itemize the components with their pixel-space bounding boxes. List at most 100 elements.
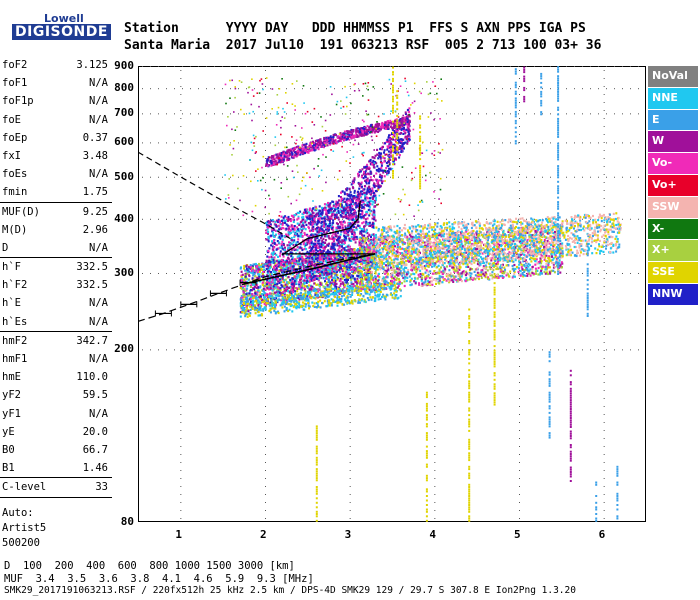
echo-point: [312, 289, 315, 292]
echo-point: [292, 288, 295, 291]
echo-point: [552, 257, 555, 260]
echo-point: [314, 240, 317, 243]
echo-point: [286, 285, 289, 288]
grid-dot: [180, 78, 182, 79]
grid-dot: [434, 78, 436, 79]
grid-dot: [638, 66, 639, 67]
echo-point: [474, 274, 477, 277]
echo-point: [265, 294, 267, 297]
grid-dot: [438, 113, 439, 115]
echo-point: [273, 235, 276, 238]
grid-dot: [180, 270, 182, 271]
grid-dot: [390, 113, 391, 115]
echo-point: [246, 306, 248, 309]
grid-dot: [566, 88, 567, 90]
grid-dot: [519, 326, 520, 327]
echo-point: [274, 229, 277, 232]
grid-dot: [230, 176, 231, 178]
echo-point: [297, 287, 300, 290]
echo-point: [558, 253, 561, 256]
echo-point: [327, 272, 330, 275]
grid-dot: [398, 66, 399, 67]
echo-point: [288, 299, 291, 303]
echo-point: [311, 279, 314, 282]
grid-dot: [422, 349, 423, 351]
grid-dot: [519, 134, 520, 135]
grid-dot: [246, 66, 247, 67]
grid-dot: [254, 66, 255, 67]
grid-dot: [158, 66, 159, 67]
echo-point: [298, 254, 301, 257]
echo-point: [281, 238, 284, 241]
echo-point: [326, 254, 329, 257]
grid-dot: [519, 358, 520, 359]
echo-point: [260, 265, 263, 268]
echo-point: [332, 279, 335, 282]
grid-dot: [265, 182, 266, 183]
echo-point: [251, 295, 254, 298]
echo-point: [436, 277, 439, 280]
echo-point: [253, 283, 256, 286]
echo-point: [272, 239, 275, 242]
echo-point: [438, 279, 441, 282]
echo-point: [279, 289, 282, 292]
echo-point: [279, 222, 282, 226]
echo-point: [281, 226, 284, 229]
echo-point: [370, 238, 372, 241]
echo-point: [313, 250, 316, 253]
grid-dot: [638, 88, 639, 90]
echo-point: [267, 293, 270, 296]
echo-point: [271, 240, 273, 243]
grid-dot: [502, 66, 503, 67]
echo-point: [373, 245, 376, 248]
grid-dot: [438, 218, 439, 220]
echo-point: [306, 279, 309, 282]
grid-dot: [238, 349, 239, 351]
echo-point: [312, 273, 315, 276]
echo-point: [368, 256, 371, 259]
echo-point: [371, 217, 374, 220]
grid-dot: [265, 94, 266, 95]
grid-dot: [158, 176, 159, 178]
echo-point: [352, 261, 355, 264]
echo-point: [279, 266, 282, 269]
echo-point: [338, 266, 341, 269]
echo-point: [268, 280, 270, 283]
echo-point: [330, 283, 333, 286]
echo-point: [241, 273, 244, 276]
echo-point: [355, 257, 358, 260]
echo-point: [257, 270, 260, 273]
echo-point: [290, 255, 293, 258]
grid-dot: [603, 366, 605, 367]
echo-point: [343, 241, 346, 245]
echo-point: [266, 228, 269, 231]
echo-point: [252, 278, 255, 281]
echo-point: [276, 300, 279, 304]
echo-point: [263, 265, 265, 268]
echo-point: [362, 221, 365, 224]
grid-dot: [246, 142, 247, 144]
echo-point: [336, 255, 339, 258]
grid-dot: [603, 190, 605, 191]
echo-point: [292, 215, 295, 218]
grid-dot: [180, 94, 182, 95]
echo-point: [332, 268, 335, 271]
param-value: N/A: [89, 168, 108, 181]
echo-point: [451, 274, 454, 277]
echo-point: [264, 292, 267, 295]
echo-point: [272, 256, 275, 260]
echo-point: [504, 245, 507, 248]
echo-point: [296, 262, 299, 265]
grid-dot: [518, 142, 519, 144]
param-row: yF2 59.5: [0, 386, 112, 404]
echo-point: [368, 224, 371, 227]
echo-point: [307, 280, 310, 283]
echo-point: [357, 199, 360, 202]
echo-point: [276, 259, 279, 262]
grid-dot: [302, 113, 303, 115]
echo-point: [361, 243, 364, 246]
echo-point: [334, 281, 337, 285]
grid-dot: [180, 174, 182, 175]
grid-dot: [414, 88, 415, 90]
echo-point: [278, 261, 281, 264]
